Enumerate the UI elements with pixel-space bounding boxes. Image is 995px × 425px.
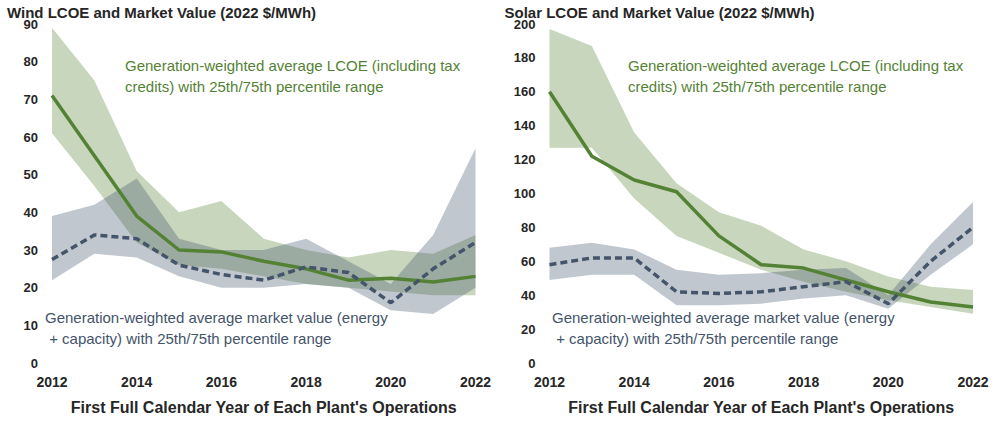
svg-text:140: 140 — [514, 118, 536, 133]
svg-text:40: 40 — [24, 205, 38, 220]
svg-text:180: 180 — [514, 50, 536, 65]
svg-text:2012: 2012 — [36, 374, 67, 390]
svg-text:Generation-weighted average ma: Generation-weighted average market value… — [45, 309, 388, 326]
svg-text:2020: 2020 — [375, 374, 406, 390]
svg-text:30: 30 — [24, 243, 38, 258]
svg-text:0: 0 — [31, 356, 38, 371]
svg-text:2022: 2022 — [460, 374, 491, 390]
svg-text:20: 20 — [521, 322, 535, 337]
svg-text:2014: 2014 — [619, 374, 650, 390]
svg-text:80: 80 — [521, 220, 535, 235]
svg-text:80: 80 — [24, 54, 38, 69]
svg-text:+ capacity) with 25th/75th per: + capacity) with 25th/75th percentile ra… — [45, 330, 331, 347]
svg-text:50: 50 — [24, 167, 38, 182]
svg-text:2022: 2022 — [957, 374, 988, 390]
svg-text:Generation-weighted average LC: Generation-weighted average LCOE (includ… — [125, 57, 464, 74]
svg-text:2018: 2018 — [788, 374, 819, 390]
svg-text:Generation-weighted average ma: Generation-weighted average market value… — [552, 309, 895, 326]
svg-text:0: 0 — [528, 356, 535, 371]
svg-text:90: 90 — [23, 16, 38, 32]
svg-text:Wind LCOE and Market Value (20: Wind LCOE and Market Value (2022 $/MWh) — [7, 4, 316, 21]
svg-text:credits) with 25th/75th percen: credits) with 25th/75th percentile range — [125, 78, 383, 95]
svg-text:100: 100 — [514, 186, 536, 201]
svg-text:2016: 2016 — [206, 374, 237, 390]
svg-text:2020: 2020 — [873, 374, 904, 390]
svg-text:+ capacity) with 25th/75th per: + capacity) with 25th/75th percentile ra… — [552, 330, 838, 347]
svg-text:Solar LCOE and Market Value (2: Solar LCOE and Market Value (2022 $/MWh) — [505, 4, 815, 21]
svg-text:200: 200 — [513, 16, 536, 32]
svg-text:2016: 2016 — [703, 374, 734, 390]
svg-text:20: 20 — [24, 280, 38, 295]
svg-text:First Full Calendar Year of Ea: First Full Calendar Year of Each Plant's… — [71, 399, 457, 416]
svg-text:2012: 2012 — [534, 374, 565, 390]
svg-text:40: 40 — [521, 288, 535, 303]
svg-text:2014: 2014 — [121, 374, 152, 390]
svg-text:Generation-weighted average LC: Generation-weighted average LCOE (includ… — [628, 57, 967, 74]
svg-text:70: 70 — [24, 92, 38, 107]
svg-text:120: 120 — [514, 152, 536, 167]
svg-text:credits) with 25th/75th percen: credits) with 25th/75th percentile range — [628, 78, 886, 95]
svg-text:60: 60 — [24, 130, 38, 145]
svg-text:10: 10 — [24, 318, 38, 333]
svg-text:2018: 2018 — [291, 374, 322, 390]
svg-text:60: 60 — [521, 254, 535, 269]
svg-text:160: 160 — [514, 84, 536, 99]
svg-text:First Full Calendar Year of Ea: First Full Calendar Year of Each Plant's… — [568, 399, 954, 416]
